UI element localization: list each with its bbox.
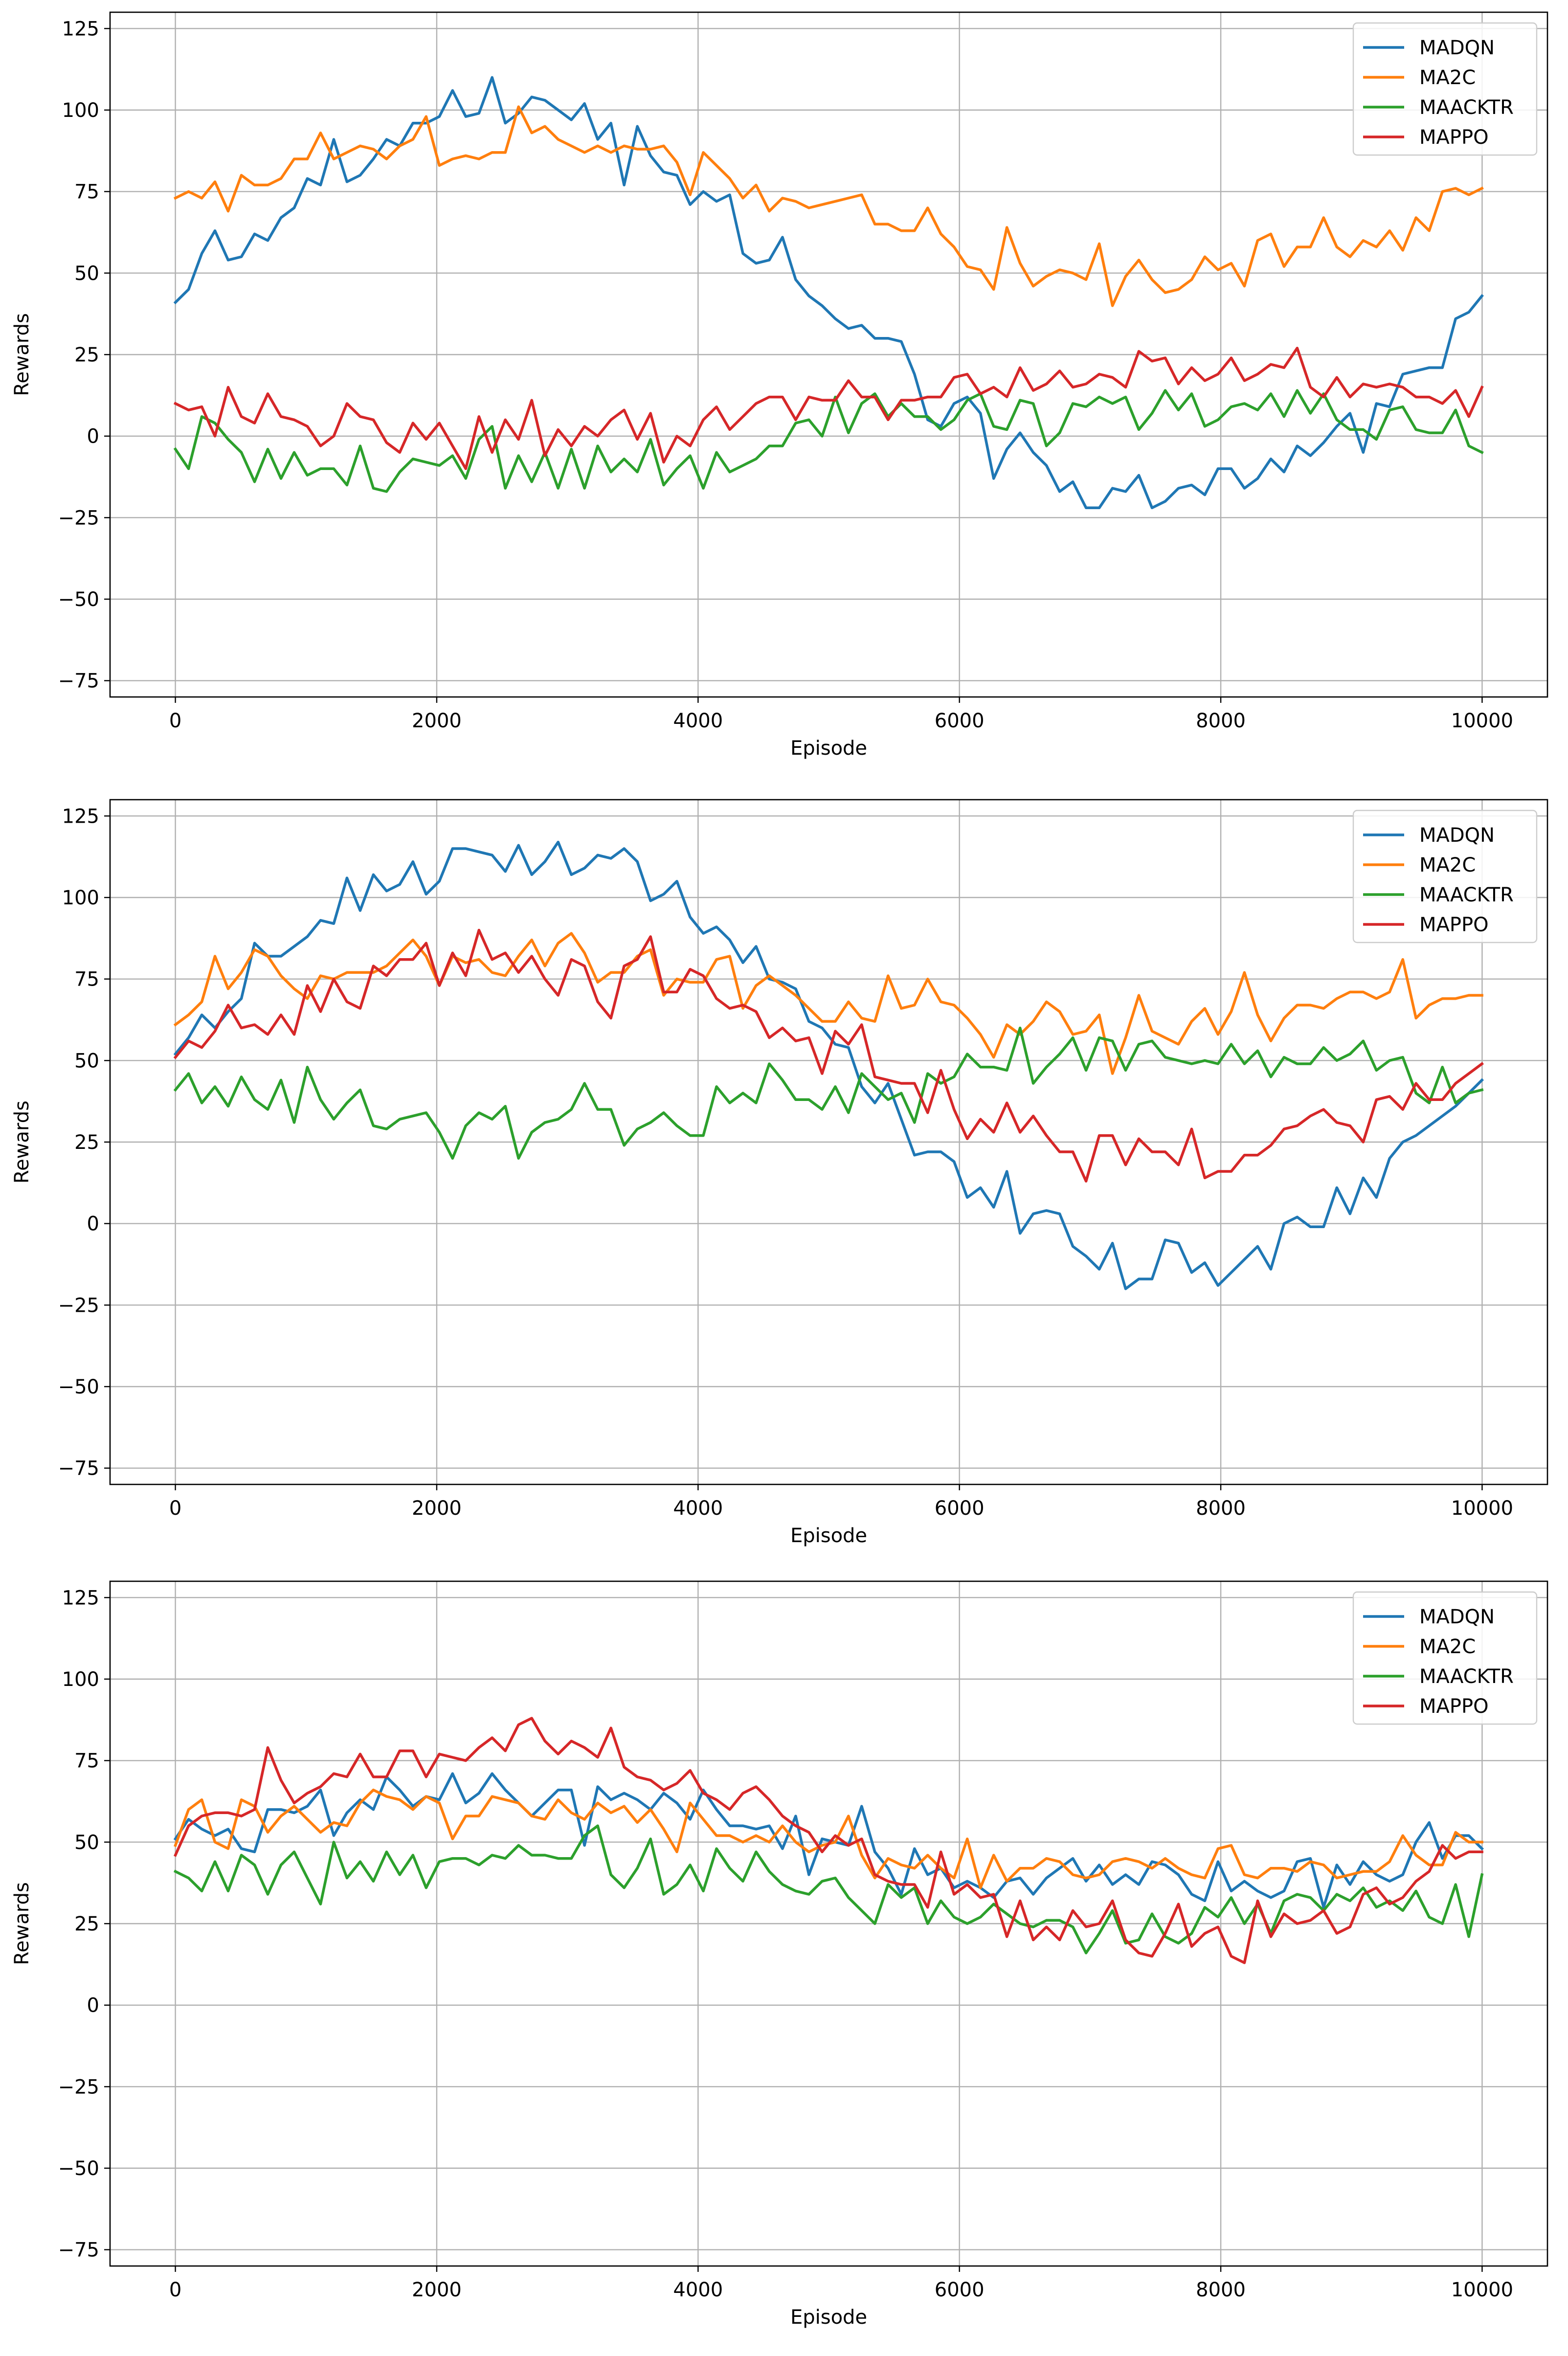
- x-tick-label: 0: [169, 710, 181, 732]
- chart-panel-2: 0 2000 4000 6000 8000 10000 −75 −50 −25 0 25 50 75 10…: [11, 799, 1548, 1547]
- series-line-ma2c: [173, 105, 1484, 307]
- y-tick-label: 50: [74, 1050, 99, 1072]
- legend-label-ma2c: MA2C: [1419, 854, 1476, 876]
- series-line-mappo: [173, 346, 1484, 471]
- y-axis-label: Rewards: [11, 313, 33, 396]
- series-line-ma2c: [173, 932, 1483, 1075]
- y-tick-label: −25: [58, 2076, 99, 2098]
- x-axis-label: Episode: [790, 737, 867, 760]
- y-tick-label: −50: [58, 1376, 99, 1398]
- y-tick-label: 100: [62, 99, 99, 122]
- legend-label-mappo: MAPPO: [1419, 914, 1489, 936]
- y-tick-label: −25: [58, 1294, 99, 1317]
- y-axis-label: Rewards: [11, 1882, 33, 1965]
- x-tick-label: 4000: [673, 710, 723, 732]
- y-tick-label: 50: [74, 262, 99, 285]
- y-tick-label: 0: [87, 1213, 99, 1235]
- x-tick-label: 10000: [1451, 2279, 1513, 2301]
- series-line-madqn: [173, 1772, 1484, 1909]
- series-line-madqn: [173, 840, 1484, 1290]
- x-tick-label: 6000: [935, 1497, 985, 1520]
- y-tick-label: −25: [58, 507, 99, 529]
- y-axis-label: Rewards: [11, 1100, 33, 1184]
- legend-label-ma2c: MA2C: [1419, 1636, 1476, 1658]
- y-tick-label: 0: [87, 426, 99, 448]
- x-axis-label: Episode: [790, 1525, 867, 1547]
- y-tick-label: 75: [74, 1750, 99, 1773]
- x-tick-label: 2000: [412, 1497, 462, 1520]
- y-tick-label: −75: [58, 670, 99, 693]
- x-tick-label: 0: [169, 1497, 181, 1520]
- series-line-maacktr: [173, 389, 1484, 493]
- y-tick-label: −50: [58, 2157, 99, 2180]
- series-line-maacktr: [173, 1026, 1484, 1160]
- legend-label-maacktr: MAACKTR: [1419, 884, 1514, 906]
- y-tick-label: 50: [74, 1831, 99, 1854]
- legend: MADQN MA2C MAACKTR MAPPO: [1352, 1591, 1538, 1725]
- x-tick-label: 10000: [1451, 1497, 1513, 1520]
- y-tick-label: 125: [62, 1587, 99, 1609]
- y-tick-label: 125: [62, 18, 99, 40]
- x-tick-label: 0: [169, 2279, 181, 2301]
- y-tick-label: −75: [58, 1458, 99, 1480]
- legend-box: [1352, 22, 1538, 156]
- chart-panel-3: 0 2000 4000 6000 8000 10000 −75 −50 −25 0 25 50 75 10…: [11, 1580, 1548, 2329]
- legend-label-madqn: MADQN: [1419, 37, 1495, 59]
- series-line-ma2c: [174, 1788, 1483, 1889]
- x-tick-label: 8000: [1196, 2279, 1246, 2301]
- y-tick-label: 75: [74, 181, 99, 203]
- y-tick-label: 25: [74, 1913, 99, 1935]
- x-axis-label: Episode: [790, 2306, 867, 2329]
- legend-label-maacktr: MAACKTR: [1419, 1665, 1514, 1688]
- y-tick-label: 100: [62, 887, 99, 909]
- y-tick-label: 0: [87, 1995, 99, 2017]
- chart-panel-1: 0 2000 4000 6000 8000 10000 −75 −50 −25 0 25 50 75 10…: [11, 11, 1548, 760]
- y-tick-label: −75: [58, 2239, 99, 2262]
- legend-label-madqn: MADQN: [1419, 824, 1495, 847]
- series-line-mappo: [173, 928, 1484, 1183]
- series-line-mappo: [173, 1717, 1483, 1964]
- y-tick-label: 100: [62, 1668, 99, 1691]
- x-tick-label: 10000: [1451, 710, 1513, 732]
- legend-box: [1352, 1591, 1538, 1725]
- legend-label-maacktr: MAACKTR: [1419, 96, 1514, 119]
- series-line-madqn: [173, 76, 1484, 510]
- legend: MADQN MA2C MAACKTR MAPPO: [1352, 22, 1538, 156]
- legend: MADQN MA2C MAACKTR MAPPO: [1352, 809, 1538, 943]
- y-tick-label: 25: [74, 344, 99, 366]
- y-tick-label: 125: [62, 805, 99, 828]
- x-tick-label: 8000: [1196, 710, 1246, 732]
- x-tick-label: 4000: [673, 1497, 723, 1520]
- legend-label-madqn: MADQN: [1419, 1606, 1495, 1628]
- y-tick-label: 75: [74, 968, 99, 991]
- legend-label-mappo: MAPPO: [1419, 1695, 1489, 1718]
- y-tick-label: −50: [58, 588, 99, 611]
- legend-box: [1352, 809, 1538, 943]
- x-tick-label: 6000: [935, 710, 985, 732]
- x-tick-label: 2000: [412, 710, 462, 732]
- x-tick-label: 2000: [412, 2279, 462, 2301]
- legend-label-mappo: MAPPO: [1419, 126, 1489, 149]
- legend-label-ma2c: MA2C: [1419, 67, 1476, 89]
- x-tick-label: 4000: [673, 2279, 723, 2301]
- x-tick-label: 6000: [935, 2279, 985, 2301]
- x-tick-label: 8000: [1196, 1497, 1246, 1520]
- y-tick-label: 25: [74, 1131, 99, 1154]
